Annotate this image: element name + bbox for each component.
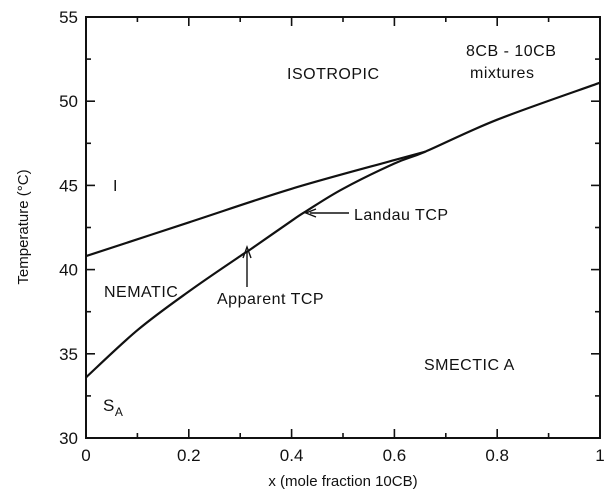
apparent-tcp-label: Apparent TCP (217, 291, 324, 308)
isotropic-region-label: ISOTROPIC (287, 66, 380, 83)
x-tick-label: 0.2 (177, 446, 201, 465)
mixture-label-line2: mixtures (470, 65, 534, 82)
nematic-isotropic-boundary (85, 150, 426, 258)
y-tick-label: 50 (59, 92, 78, 111)
smectic-a-symbol-label: SA (103, 396, 123, 419)
smectic-a-symbol-sub: A (115, 405, 124, 419)
x-tick-label: 0.4 (280, 446, 304, 465)
landau-tcp-label: Landau TCP (354, 207, 449, 224)
smectic-a-region-label: SMECTIC A (424, 357, 515, 374)
y-tick-label: 40 (59, 261, 78, 280)
smectic-a-symbol-main: S (103, 396, 115, 415)
y-tick-label: 30 (59, 429, 78, 448)
phase-boundary-curves (85, 81, 601, 379)
y-axis-label: Temperature (°C) (15, 169, 32, 284)
nematic-region-label: NEMATIC (104, 284, 178, 301)
x-tick-label: 1 (595, 446, 604, 465)
x-axis-label: x (mole fraction 10CB) (268, 473, 417, 490)
isotropic-symbol-label: I (113, 178, 118, 195)
y-tick-label: 35 (59, 345, 78, 364)
x-tick-label: 0.6 (383, 446, 407, 465)
axis-ticks (85, 16, 601, 439)
y-tick-label: 55 (59, 8, 78, 27)
smectic-boundary (85, 81, 601, 379)
landau-tcp-arrowhead (304, 208, 317, 218)
x-tick-label: 0 (81, 446, 90, 465)
apparent-tcp-arrowhead (242, 244, 252, 259)
axis-tick-labels: 0 0.2 0.4 0.6 0.8 1 30 35 40 45 50 55 (59, 8, 605, 465)
y-tick-label: 45 (59, 176, 78, 195)
x-tick-label: 0.8 (485, 446, 509, 465)
mixture-label-line1: 8CB - 10CB (466, 43, 556, 60)
